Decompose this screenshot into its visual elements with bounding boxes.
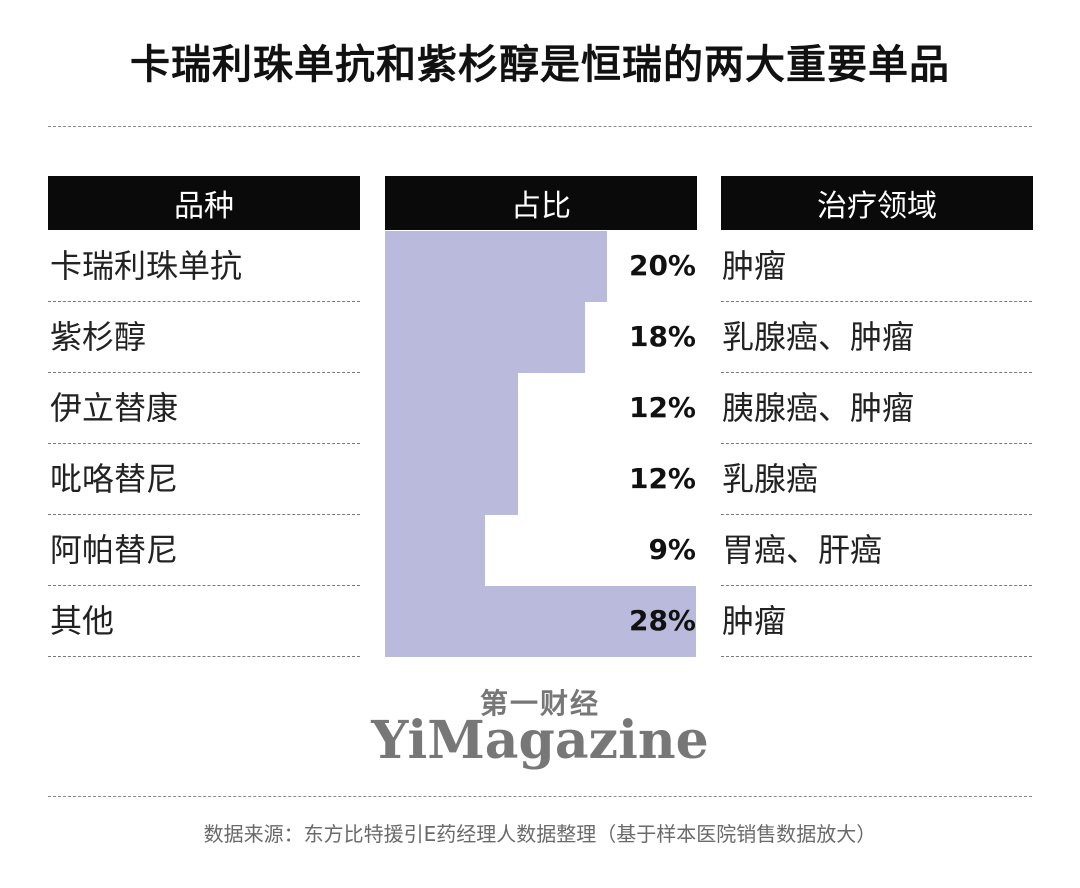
row-divider	[721, 585, 1032, 586]
share-value: 12%	[628, 391, 696, 424]
source-note: 数据来源：东方比特援引E药经理人数据整理（基于样本医院销售数据放大）	[203, 822, 877, 846]
row-divider	[721, 514, 1032, 515]
share-bar	[385, 586, 696, 657]
share-bar	[385, 231, 607, 302]
header-share: 占比	[385, 176, 697, 230]
row-divider	[48, 585, 360, 586]
product-name: 卡瑞利珠单抗	[50, 247, 243, 285]
row-divider	[48, 301, 360, 302]
row-divider	[721, 656, 1032, 657]
row-divider	[721, 443, 1032, 444]
table-row: 其他 28% 肿瘤	[0, 586, 1080, 657]
share-value: 20%	[628, 249, 696, 282]
product-name: 阿帕替尼	[50, 531, 179, 569]
row-divider	[48, 656, 360, 657]
row-divider	[721, 372, 1032, 373]
share-value: 9%	[648, 533, 696, 566]
product-name: 吡咯替尼	[50, 460, 179, 498]
therapy-area: 乳腺癌	[722, 460, 819, 498]
table-row: 吡咯替尼 12% 乳腺癌	[0, 444, 1080, 515]
row-divider	[48, 443, 360, 444]
row-divider	[48, 514, 360, 515]
share-bar	[385, 444, 518, 515]
product-name: 紫杉醇	[50, 318, 147, 356]
bottom-divider	[48, 796, 1032, 797]
header-product: 品种	[48, 176, 360, 230]
logo-chinese: 第一财经	[479, 687, 600, 720]
header-area: 治疗领域	[721, 176, 1033, 230]
product-name: 伊立替康	[50, 389, 179, 427]
share-bar	[385, 515, 485, 586]
share-value: 18%	[628, 320, 696, 353]
therapy-area: 乳腺癌、肿瘤	[722, 318, 915, 356]
table-row: 伊立替康 12% 胰腺癌、肿瘤	[0, 373, 1080, 444]
row-divider	[48, 372, 360, 373]
top-divider	[48, 126, 1032, 127]
row-divider	[721, 301, 1032, 302]
therapy-area: 胰腺癌、肿瘤	[722, 389, 915, 427]
therapy-area: 肿瘤	[722, 602, 787, 640]
share-bar	[385, 302, 585, 373]
share-bar	[385, 373, 518, 444]
share-value: 28%	[628, 604, 696, 637]
share-value: 12%	[628, 462, 696, 495]
table-row: 紫杉醇 18% 乳腺癌、肿瘤	[0, 302, 1080, 373]
table-row: 卡瑞利珠单抗 20% 肿瘤	[0, 231, 1080, 302]
table-row: 阿帕替尼 9% 胃癌、肝癌	[0, 515, 1080, 586]
logo-english: YiMagazine	[371, 710, 709, 771]
therapy-area: 肿瘤	[722, 247, 787, 285]
chart-title: 卡瑞利珠单抗和紫杉醇是恒瑞的两大重要单品	[130, 42, 950, 88]
therapy-area: 胃癌、肝癌	[722, 531, 883, 569]
product-name: 其他	[50, 602, 115, 640]
